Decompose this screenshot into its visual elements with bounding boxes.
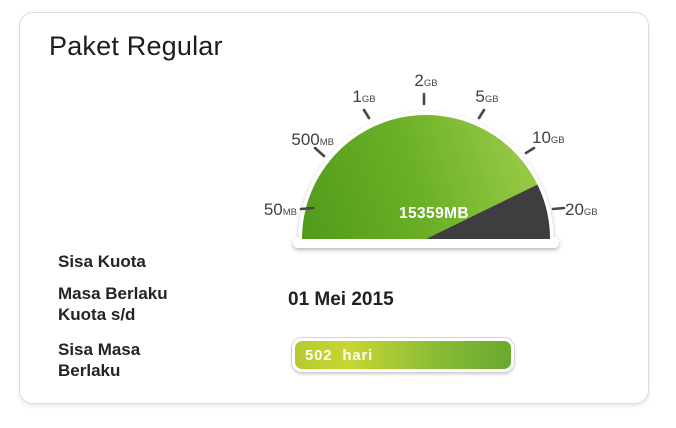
gauge-value-label: 15359MB	[399, 205, 469, 222]
gauge-tick	[477, 108, 486, 120]
paket-regular-card: Paket Regular 15359MB	[19, 12, 649, 404]
validity-progressbar: 502 hari	[292, 338, 514, 372]
gauge-arc	[302, 115, 550, 239]
quota-gauge: 15359MB 50MB 500MB 1GB 2GB 5GB 10GB 20GB	[264, 71, 598, 248]
gauge-tick	[551, 206, 566, 211]
gauge-tick	[362, 108, 371, 120]
gauge-tick-label: 1GB	[352, 87, 375, 106]
gauge-tick-label: 20GB	[565, 200, 598, 219]
gauge-tick	[299, 206, 315, 211]
quota-expiry-date: 01 Mei 2015	[288, 289, 394, 310]
gauge-tick-label: 5GB	[475, 87, 498, 106]
gauge-tick-label: 50MB	[264, 200, 297, 219]
label-sisa-masa: Sisa Masa Berlaku	[58, 340, 141, 380]
gauge-tick-label: 10GB	[532, 128, 565, 147]
validity-value: 502 hari	[305, 346, 374, 364]
label-sisa-kuota: Sisa Kuota	[58, 252, 146, 271]
label-masa-berlaku: Masa Berlaku Kuota s/d	[58, 284, 168, 324]
gauge-tick-label: 2GB	[414, 71, 437, 90]
gauge-used-wedge	[426, 184, 550, 239]
page-title: Paket Regular	[49, 31, 223, 61]
gauge-tick	[313, 146, 326, 158]
gauge-tick-label: 500MB	[291, 130, 334, 149]
gauge-tick	[524, 146, 536, 155]
